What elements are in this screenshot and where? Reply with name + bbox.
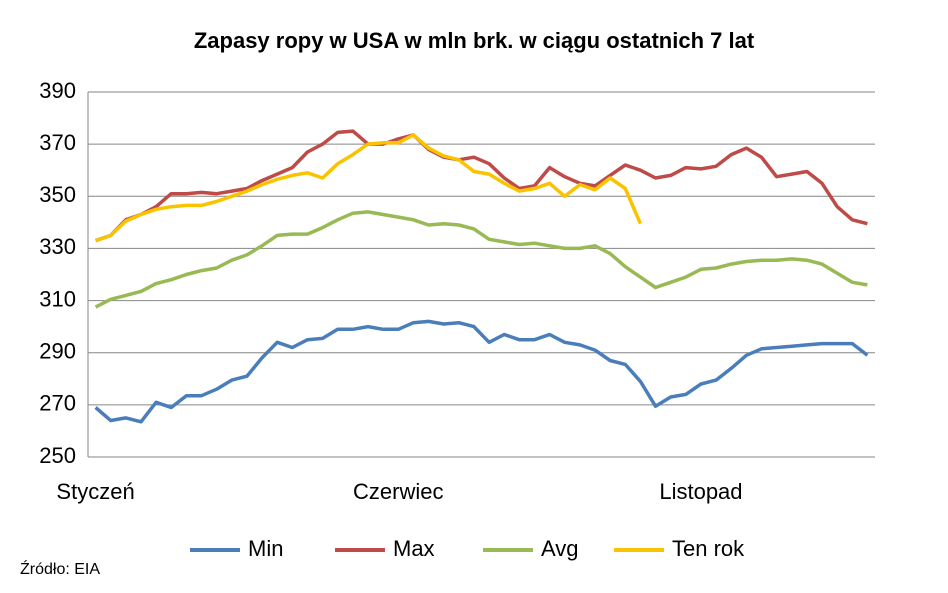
legend-label: Avg [541, 536, 579, 561]
y-tick-label: 370 [39, 130, 76, 155]
y-tick-label: 250 [39, 443, 76, 468]
series-line [95, 133, 643, 243]
legend-label: Max [393, 536, 435, 561]
series-line [95, 129, 868, 243]
series-line [94, 210, 868, 309]
x-tick-label: Listopad [659, 479, 742, 504]
y-tick-label: 290 [39, 339, 76, 364]
y-tick-label: 330 [39, 234, 76, 259]
y-tick-label: 310 [39, 286, 76, 311]
series-line [94, 319, 869, 424]
y-tick-label: 390 [39, 78, 76, 103]
y-tick-label: 350 [39, 182, 76, 207]
y-tick-label: 270 [39, 391, 76, 416]
legend-label: Ten rok [672, 536, 745, 561]
legend-label: Min [248, 536, 283, 561]
x-tick-label: Czerwiec [353, 479, 443, 504]
chart-title: Zapasy ropy w USA w mln brk. w ciągu ost… [194, 28, 755, 53]
x-tick-label: Styczeń [56, 479, 134, 504]
source: Źródło: EIA [20, 559, 100, 578]
